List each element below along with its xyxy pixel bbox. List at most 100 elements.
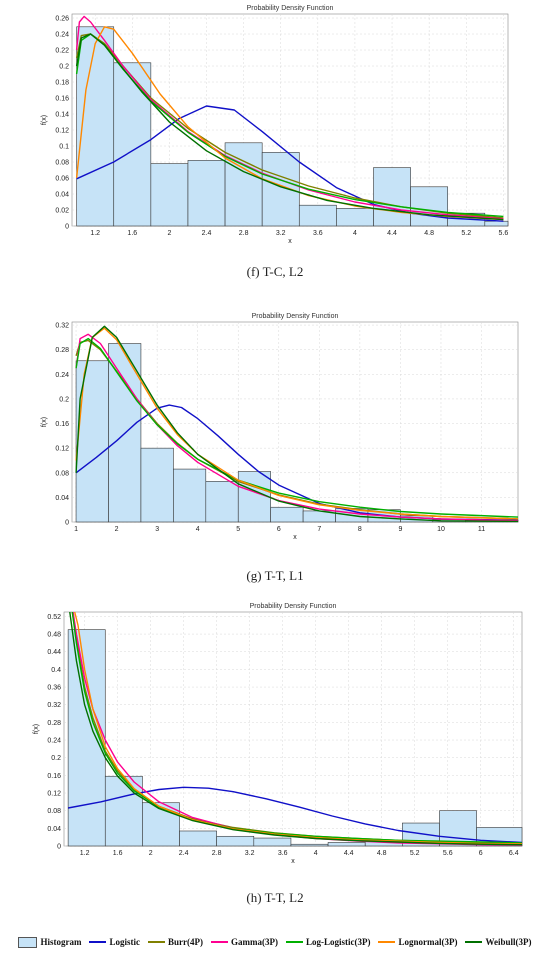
x-tick-label: 1.2 bbox=[90, 230, 100, 237]
series-line-weibull-3p bbox=[69, 612, 522, 846]
x-tick-label: 5 bbox=[236, 526, 240, 533]
y-axis-label: f(x) bbox=[41, 115, 48, 125]
chart-panel-f: Probability Density Function 1.2 1.6 2 2.4 2.… bbox=[0, 0, 550, 300]
y-tick-label: 0 bbox=[65, 224, 69, 231]
y-tick-label: 0.16 bbox=[55, 421, 69, 428]
x-tick-label: 1.6 bbox=[113, 850, 123, 857]
legend-swatch bbox=[18, 936, 38, 948]
legend-label: Histogram bbox=[40, 937, 82, 947]
histogram-bar bbox=[216, 835, 255, 847]
x-tick-label: 3 bbox=[155, 526, 159, 533]
y-tick-label: 0.14 bbox=[55, 112, 69, 119]
histogram-bar bbox=[336, 208, 374, 227]
legend-label: Logistic bbox=[109, 937, 140, 947]
x-tick-label: 5.6 bbox=[443, 850, 453, 857]
series-line-lognormal-3p bbox=[74, 612, 522, 845]
series-line-weibull-3p bbox=[75, 33, 504, 221]
y-tick-label: 0.2 bbox=[59, 396, 69, 403]
histogram-bar bbox=[270, 506, 304, 523]
histogram-bar bbox=[205, 481, 239, 523]
histogram-bar bbox=[484, 220, 509, 227]
histogram-bar bbox=[150, 163, 189, 227]
y-tick-label: 0.22 bbox=[55, 48, 69, 55]
legend-swatch bbox=[465, 941, 483, 943]
legend-swatch bbox=[285, 941, 303, 943]
chart-legend: Histogram Logistic Burr(4P) Gamma(3P) Log-Lo… bbox=[0, 933, 550, 951]
histogram-bar bbox=[224, 142, 263, 227]
y-tick-label: 0.2 bbox=[51, 755, 61, 762]
chart-caption: (f) T-C, L2 bbox=[246, 264, 304, 279]
y-tick-label: 0.24 bbox=[55, 372, 69, 379]
x-tick-label: 2.4 bbox=[179, 850, 189, 857]
x-tick-label: 2 bbox=[149, 850, 153, 857]
x-axis-label: x bbox=[288, 238, 292, 245]
y-tick-label: 0.1 bbox=[59, 144, 69, 151]
y-tick-label: 0.36 bbox=[47, 685, 61, 692]
histogram-bar bbox=[237, 471, 271, 523]
series-line-logistic bbox=[75, 404, 518, 521]
legend-item: Burr(4P) bbox=[147, 937, 203, 947]
chart-title: Probability Density Function bbox=[247, 5, 334, 12]
x-tick-label: 3.2 bbox=[245, 850, 255, 857]
x-tick-label: 4 bbox=[314, 850, 318, 857]
chart-title: Probability Density Function bbox=[252, 313, 339, 320]
y-tick-label: 0.02 bbox=[55, 208, 69, 215]
legend-swatch bbox=[378, 941, 396, 943]
chart-panel-g: Probability Density Function 1 2 3 4 5 6 7 8 9 10 1… bbox=[0, 310, 550, 610]
y-tick-label: 0.48 bbox=[47, 632, 61, 639]
histogram-bar bbox=[75, 360, 109, 523]
series-line-gamma-3p bbox=[75, 333, 518, 522]
histogram-bar bbox=[173, 468, 207, 523]
y-tick-label: 0.18 bbox=[55, 80, 69, 87]
x-tick-label: 4 bbox=[196, 526, 200, 533]
pdf-chart-g: Probability Density Function 1 2 3 4 5 6 7 8 9 10 1… bbox=[41, 313, 519, 541]
legend-label: Log-Logistic(3P) bbox=[305, 937, 371, 947]
y-tick-label: 0.16 bbox=[55, 96, 69, 103]
histogram-bar bbox=[298, 204, 337, 227]
x-tick-label: 6 bbox=[479, 850, 483, 857]
x-tick-label: 6.4 bbox=[509, 850, 519, 857]
histogram-bar bbox=[373, 167, 411, 227]
x-axis-label: x bbox=[291, 858, 295, 865]
x-tick-label: 1.2 bbox=[80, 850, 90, 857]
x-tick-label: 4.4 bbox=[344, 850, 354, 857]
x-tick-label: 4 bbox=[353, 230, 357, 237]
chart-caption: (g) T-T, L1 bbox=[246, 568, 304, 583]
series-line-logistic bbox=[67, 786, 522, 844]
legend-label: Burr(4P) bbox=[167, 937, 203, 947]
x-tick-label: 5.2 bbox=[461, 230, 471, 237]
y-tick-label: 0.2 bbox=[59, 64, 69, 71]
legend-label: Lognormal(3P) bbox=[398, 937, 458, 947]
chart-title: Probability Density Function bbox=[250, 603, 337, 610]
chart-panel-h: Probability Density Function 1.2 1.6 2 2.4 2.… bbox=[0, 600, 550, 920]
y-tick-label: 0.26 bbox=[55, 16, 69, 23]
pdf-chart-h: Probability Density Function 1.2 1.6 2 2.4 2.… bbox=[33, 603, 523, 865]
histogram-bar bbox=[253, 837, 292, 847]
legend-swatch bbox=[89, 941, 107, 943]
y-axis-label: f(x) bbox=[33, 724, 40, 734]
y-tick-label: 0.04 bbox=[55, 495, 69, 502]
histogram-bar bbox=[261, 152, 300, 227]
x-tick-label: 2.8 bbox=[239, 230, 249, 237]
x-tick-label: 5.2 bbox=[410, 850, 420, 857]
x-tick-label: 2.8 bbox=[212, 850, 222, 857]
y-tick-label: 0.28 bbox=[47, 720, 61, 727]
x-tick-label: 2 bbox=[167, 230, 171, 237]
chart-caption: (h) T-T, L2 bbox=[246, 890, 304, 905]
y-tick-label: 0.44 bbox=[47, 649, 61, 656]
x-tick-label: 1.6 bbox=[127, 230, 137, 237]
y-tick-label: 0.06 bbox=[55, 176, 69, 183]
x-tick-label: 9 bbox=[398, 526, 402, 533]
legend-item: Histogram bbox=[18, 936, 82, 948]
series-line-weibull-3p bbox=[75, 325, 518, 522]
y-tick-label: 0.08 bbox=[55, 470, 69, 477]
y-tick-label: 0.28 bbox=[55, 347, 69, 354]
y-axis-label: f(x) bbox=[41, 417, 48, 427]
legend-item: Lognormal(3P) bbox=[378, 937, 457, 947]
x-tick-label: 2.4 bbox=[202, 230, 212, 237]
histogram-bar bbox=[104, 775, 143, 847]
x-tick-label: 4.8 bbox=[424, 230, 434, 237]
x-tick-label: 6 bbox=[277, 526, 281, 533]
histogram-bar bbox=[76, 26, 115, 227]
x-tick-label: 3.6 bbox=[278, 850, 288, 857]
